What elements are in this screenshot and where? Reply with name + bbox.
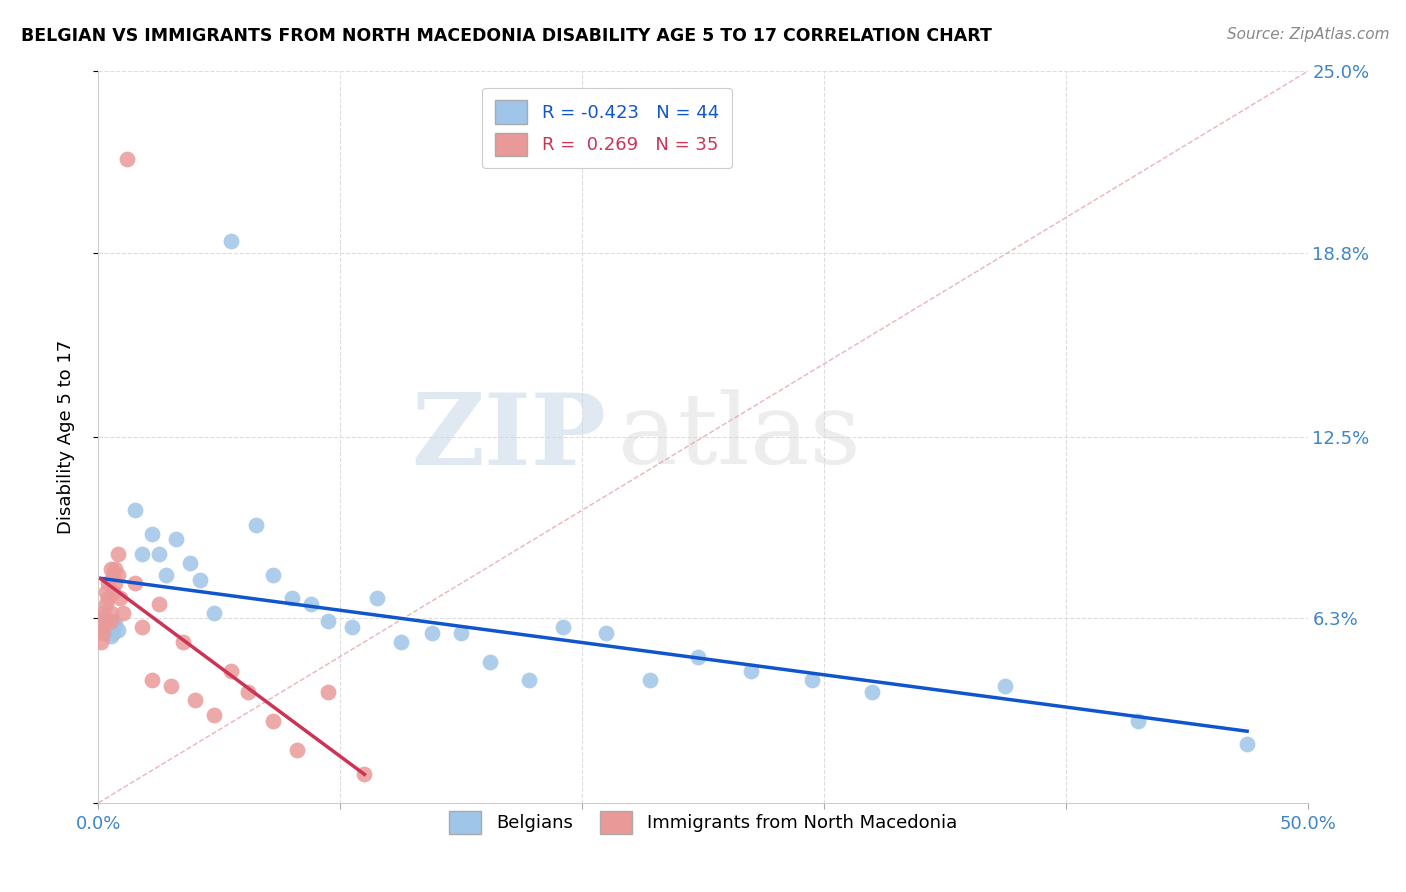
Point [141, 526, 163, 541]
Point [107, 623, 129, 637]
Point [517, 673, 540, 687]
Point [91, 606, 114, 620]
Point [281, 591, 304, 605]
Point [91, 626, 114, 640]
Point [107, 547, 129, 561]
Point [148, 597, 170, 611]
Point [179, 556, 201, 570]
Point [97, 620, 120, 634]
Text: atlas: atlas [619, 389, 860, 485]
Point [221, 664, 243, 678]
Point [141, 673, 163, 687]
Point [94, 585, 117, 599]
Point [204, 708, 226, 723]
Point [740, 664, 762, 678]
Point [204, 606, 226, 620]
Point [389, 635, 412, 649]
Point [551, 620, 574, 634]
Legend: Belgians, Immigrants from North Macedonia: Belgians, Immigrants from North Macedoni… [441, 804, 965, 841]
Point [90, 611, 112, 625]
Point [1128, 714, 1150, 728]
Point [100, 562, 122, 576]
Point [160, 679, 183, 693]
Text: BELGIAN VS IMMIGRANTS FROM NORTH MACEDONIA DISABILITY AGE 5 TO 17 CORRELATION CH: BELGIAN VS IMMIGRANTS FROM NORTH MACEDON… [21, 27, 993, 45]
Point [101, 567, 124, 582]
Point [860, 684, 883, 698]
Point [94, 617, 117, 632]
Point [595, 626, 617, 640]
Point [111, 606, 134, 620]
Point [184, 693, 207, 707]
Point [262, 567, 284, 582]
Point [107, 567, 129, 582]
Point [366, 591, 388, 605]
Point [131, 620, 153, 634]
Point [165, 533, 187, 547]
Point [638, 673, 661, 687]
Point [245, 517, 267, 532]
Point [148, 547, 170, 561]
Point [262, 714, 284, 728]
Text: Source: ZipAtlas.com: Source: ZipAtlas.com [1226, 27, 1389, 42]
Point [238, 684, 260, 698]
Point [104, 562, 127, 576]
Point [94, 597, 117, 611]
Point [353, 766, 375, 780]
Point [100, 606, 122, 620]
Point [124, 503, 146, 517]
Point [316, 615, 339, 629]
Y-axis label: Disability Age 5 to 17: Disability Age 5 to 17 [56, 340, 75, 534]
Point [97, 626, 120, 640]
Point [90, 635, 112, 649]
Point [91, 615, 114, 629]
Point [94, 615, 117, 629]
Text: ZIP: ZIP [412, 389, 606, 485]
Point [188, 574, 211, 588]
Point [131, 547, 153, 561]
Point [221, 234, 243, 248]
Point [101, 585, 124, 599]
Point [101, 615, 124, 629]
Point [104, 617, 127, 632]
Point [90, 620, 112, 634]
Point [94, 623, 117, 637]
Point [800, 673, 823, 687]
Point [101, 626, 124, 640]
Point [108, 591, 131, 605]
Point [117, 152, 139, 166]
Point [994, 679, 1017, 693]
Point [285, 743, 308, 757]
Point [104, 576, 127, 591]
Point [100, 615, 122, 629]
Point [172, 635, 194, 649]
Point [420, 626, 443, 640]
Point [97, 576, 120, 591]
Point [124, 576, 146, 591]
Point [316, 684, 339, 698]
Point [100, 629, 122, 643]
Point [299, 597, 322, 611]
Point [155, 567, 177, 582]
Point [1236, 737, 1258, 751]
Point [688, 649, 710, 664]
Point [342, 620, 364, 634]
Point [100, 620, 122, 634]
Point [450, 626, 472, 640]
Point [479, 656, 502, 670]
Point [97, 591, 120, 605]
